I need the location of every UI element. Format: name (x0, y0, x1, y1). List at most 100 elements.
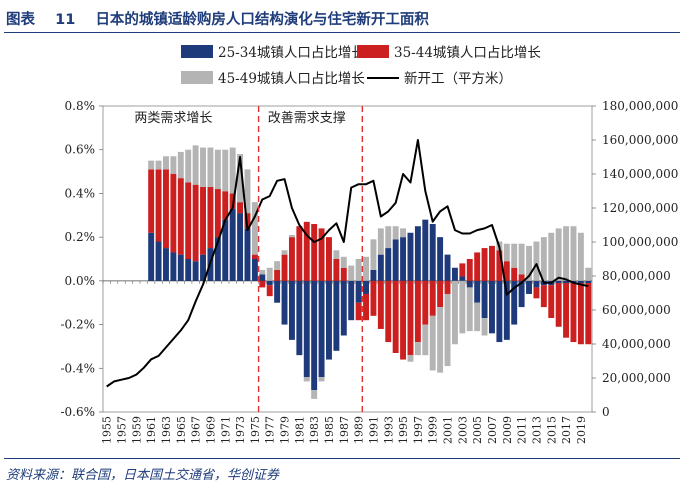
bar-s35-1964 (170, 173, 177, 253)
bar-s35-1987 (340, 267, 347, 281)
bar-s35-1963 (163, 169, 169, 249)
bar-s35-1965 (177, 178, 184, 255)
bar-s45-2000 (437, 307, 444, 373)
bar-s25-1979 (281, 280, 288, 325)
figure-number: 11 (55, 12, 76, 28)
bar-s25-1972 (229, 208, 236, 281)
bar-s35-2007 (489, 245, 495, 281)
bar-s45-1976 (259, 269, 266, 275)
bar-s35-2017 (563, 283, 570, 338)
x-tick-label: 2015 (545, 416, 558, 444)
bar-s25-1964 (170, 252, 177, 281)
bar-s45-1979 (281, 250, 288, 255)
bar-s25-2017 (563, 280, 570, 284)
bar-s35-1966 (185, 182, 192, 259)
bar-s25-1974 (244, 228, 251, 281)
bar-s35-1980 (288, 237, 295, 281)
x-tick-label: 2001 (442, 416, 455, 444)
bar-s25-1999 (429, 224, 436, 281)
left-tick-label: -0.2% (60, 318, 95, 332)
bar-s45-1983 (311, 390, 318, 399)
bar-s45-1980 (288, 234, 295, 238)
bar-s45-2009 (503, 243, 510, 262)
line-layer (106, 139, 589, 388)
bar-s45-2017 (563, 226, 570, 281)
bar-s35-1994 (392, 280, 399, 353)
axes-layer: -0.6% -0.4% -0.2% 0.0% 0.2% 0.4% 0.6% 0.8% 0 20,0… (60, 99, 678, 444)
x-tick-label: 1993 (382, 416, 395, 444)
bar-s25-1985 (326, 280, 332, 360)
bar-s25-1994 (392, 239, 399, 281)
bar-s25-2003 (459, 276, 466, 281)
bar-s45-1968 (200, 147, 206, 187)
x-tick-label: 2003 (456, 416, 469, 444)
x-tick-label: 2019 (575, 416, 588, 444)
bar-s35-1984 (318, 228, 325, 281)
bar-s25-1978 (274, 280, 281, 303)
bar-s45-1967 (192, 145, 199, 185)
bar-s45-1989 (355, 259, 362, 281)
bar-s25-2008 (496, 280, 503, 343)
bar-s35-1998 (422, 280, 429, 325)
bar-s45-1992 (377, 228, 384, 255)
bar-s25-2005 (474, 280, 481, 303)
x-tick-label: 1987 (338, 416, 351, 444)
x-tick-label: 1989 (353, 416, 366, 444)
bar-s45-2016 (555, 228, 562, 281)
bar-s35-2001 (444, 280, 451, 294)
bar-s25-1970 (214, 237, 221, 281)
bar-s25-1991 (370, 269, 377, 281)
bar-s45-1972 (229, 147, 236, 194)
chart-frame (102, 105, 593, 413)
bar-s45-2020 (585, 267, 592, 281)
plot-frame (102, 105, 593, 413)
bar-s45-1993 (385, 226, 392, 249)
bar-s35-2011 (518, 274, 525, 281)
bar-s25-2016 (555, 280, 562, 284)
bar-s45-1977 (266, 267, 273, 281)
right-tick-label: 40,000,000 (602, 337, 671, 351)
x-tick-label: 1971 (219, 416, 232, 444)
bar-s45-1975 (251, 202, 258, 255)
bar-s25-2019 (577, 280, 584, 284)
bar-s25-2006 (481, 280, 488, 319)
bar-s35-1962 (155, 169, 162, 242)
legend-label-s25: 25-34城镇人口占比增长 (218, 45, 365, 61)
bar-s25-1986 (333, 280, 340, 351)
x-tick-label: 1983 (308, 416, 321, 444)
bar-s35-1973 (237, 202, 244, 214)
bar-s35-1995 (400, 280, 407, 360)
bar-s45-1994 (392, 226, 399, 240)
bar-s45-1984 (318, 377, 325, 382)
x-tick-label: 1981 (293, 416, 306, 444)
legend-label-line: 新开工（平方米） (404, 71, 512, 87)
right-tick-label: 140,000,000 (602, 167, 678, 181)
bar-s45-1970 (214, 149, 221, 190)
x-tick-label: 1999 (427, 416, 440, 444)
bar-s35-2006 (481, 248, 488, 281)
x-tick-label: 1985 (323, 416, 336, 444)
line-new-starts (106, 139, 589, 388)
right-tick-label: 80,000,000 (602, 269, 671, 283)
right-tick-label: 60,000,000 (602, 303, 671, 317)
bar-s45-1962 (155, 160, 162, 170)
right-tick-label: 160,000,000 (602, 133, 678, 147)
bar-s45-2018 (570, 226, 577, 281)
right-tick-label: 0 (602, 405, 610, 419)
bar-s35-1979 (281, 254, 288, 281)
figure-title: 图表 11 日本的城镇适龄购房人口结构演化与住宅新开工面积 (6, 8, 678, 29)
bar-s35-1975 (251, 254, 258, 259)
x-tick-label: 1961 (145, 416, 158, 444)
bar-s45-1964 (170, 156, 177, 174)
bar-s35-1990 (363, 293, 369, 321)
legend-swatch-s35 (357, 45, 389, 58)
bar-s45-2006 (481, 318, 488, 336)
x-tick-label: 1975 (249, 416, 262, 444)
bar-s25-1983 (311, 280, 318, 391)
bar-s25-1977 (266, 280, 273, 286)
figure-source: 资料来源：联合国，日本国土交通省，华创证券 (6, 468, 280, 483)
bar-s35-1985 (326, 237, 332, 281)
bar-s25-1962 (155, 241, 162, 281)
bar-s25-1995 (400, 237, 407, 281)
figure-label: 图表 (6, 12, 35, 28)
